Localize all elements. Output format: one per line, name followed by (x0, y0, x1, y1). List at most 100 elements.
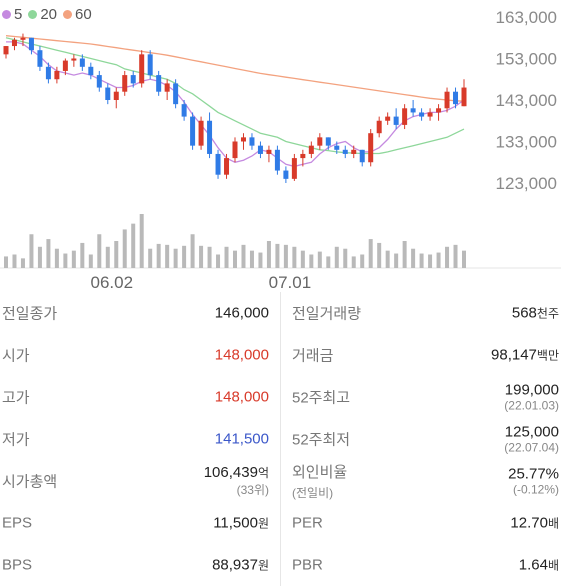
volume-bar (283, 244, 288, 268)
candle-body (71, 58, 77, 61)
candle-body (232, 141, 238, 159)
stat-unit: 백만 (536, 348, 559, 363)
stat-value: 199,000 (22.01.03) (504, 382, 559, 413)
volume-bar (334, 246, 339, 268)
candle-body (37, 50, 43, 67)
stat-label: 고가 (2, 389, 30, 407)
candle-body (317, 137, 323, 146)
stat-change: (-0.12%) (512, 482, 559, 497)
stat-date: (22.07.04) (504, 440, 559, 455)
ma-legend: 5 20 60 (2, 6, 92, 23)
stats-row: 전일종가 146,000 전일거래량 568천주 (0, 292, 561, 334)
legend-item-ma60[interactable]: 60 (63, 6, 92, 23)
stat-value: 88,937원 (212, 557, 269, 574)
candle-body (419, 112, 425, 117)
volume-bar (148, 248, 153, 268)
candle-body (113, 91, 119, 100)
candle-body (79, 58, 85, 67)
stat-number: 1.64 (518, 556, 548, 574)
legend-item-ma20[interactable]: 20 (28, 6, 57, 23)
candle-body (164, 83, 170, 92)
candle-body (11, 39, 17, 47)
column-divider (280, 292, 281, 586)
stats-row: 고가 148,000 52주최고 199,000 (22.01.03) (0, 376, 561, 418)
x-tick-label: 06.02 (91, 273, 134, 292)
volume-bar (360, 254, 365, 268)
stat-value: 148,000 (215, 389, 269, 406)
volume-bar (131, 223, 136, 268)
candlestick-chart[interactable]: 163,000 153,000 143,000 133,000 123,000 06.02… (0, 0, 561, 292)
stat-number: 25.77% (508, 465, 559, 483)
volume-bar (317, 251, 322, 268)
candle-body (410, 108, 416, 113)
candle-body (368, 133, 374, 163)
volume-bar (411, 248, 416, 268)
y-tick-label: 143,000 (496, 91, 557, 110)
legend-label: 20 (40, 6, 58, 23)
candle-body (266, 149, 272, 154)
volume-bar (114, 241, 119, 268)
volume-bar (233, 250, 237, 268)
y-tick-label: 123,000 (496, 174, 557, 193)
candle-body (190, 116, 196, 146)
candle-body (461, 87, 467, 107)
candle-body (240, 137, 246, 142)
stat-label: PBR (292, 556, 323, 574)
volume-bar (29, 234, 34, 268)
candle-body (122, 75, 128, 92)
candle-body (54, 70, 60, 80)
candle-body (224, 158, 230, 175)
candle-body (130, 75, 136, 84)
candle-body (257, 145, 263, 154)
stat-value: 125,000 (22.07.04) (504, 424, 559, 455)
candle-body (105, 87, 111, 100)
stat-label: 52주최저 (292, 431, 351, 449)
ma5-line (6, 41, 465, 168)
stat-number: 106,439 (203, 464, 258, 481)
stat-label: 저가 (2, 431, 30, 449)
stats-row: BPS 88,937원 PBR 1.64배 (0, 544, 561, 586)
stat-label: 52주최고 (292, 389, 351, 407)
volume-bar (419, 253, 424, 268)
candle-body (291, 158, 297, 179)
y-tick-label: 153,000 (496, 50, 557, 69)
candle-body (274, 149, 280, 171)
candle-body (427, 112, 433, 117)
volume-bar (37, 246, 42, 268)
candle-body (173, 83, 179, 105)
volume-bar (54, 248, 59, 268)
volume-bar (266, 241, 271, 268)
volume-bar (258, 252, 263, 268)
volume-bar (241, 244, 246, 268)
candle-body (325, 137, 331, 146)
candle-body (156, 75, 162, 92)
stat-unit: 원 (257, 558, 269, 573)
volume-bar (453, 244, 458, 268)
stat-number: 141,500 (214, 430, 269, 448)
stats-row: 시가 148,000 거래금 98,147백만 (0, 334, 561, 376)
ma60-line (5, 35, 465, 102)
volume-bar (80, 242, 85, 268)
candle-body (359, 149, 365, 163)
stat-value: 11,500원 (213, 515, 269, 532)
stat-unit: 원 (257, 516, 269, 531)
candle-body (376, 120, 382, 134)
stat-value: 98,147백만 (491, 347, 559, 364)
candle-body (181, 104, 187, 117)
stat-number: 12.70 (510, 514, 548, 532)
stat-value: 148,000 (215, 347, 269, 364)
candle-body (207, 120, 213, 154)
volume-bar (275, 243, 280, 268)
volume-bar (385, 250, 390, 268)
candle-body (28, 37, 34, 51)
volume-bar (173, 248, 178, 268)
legend-item-ma5[interactable]: 5 (2, 6, 22, 23)
volume-bar (343, 248, 348, 268)
stat-rank: (33위) (236, 483, 269, 497)
volume-bar (445, 246, 450, 268)
candle-body (393, 116, 399, 125)
candle-body (453, 91, 459, 105)
stat-label: BPS (2, 556, 33, 574)
volume-bar (190, 234, 195, 268)
volume-bar (249, 250, 254, 268)
